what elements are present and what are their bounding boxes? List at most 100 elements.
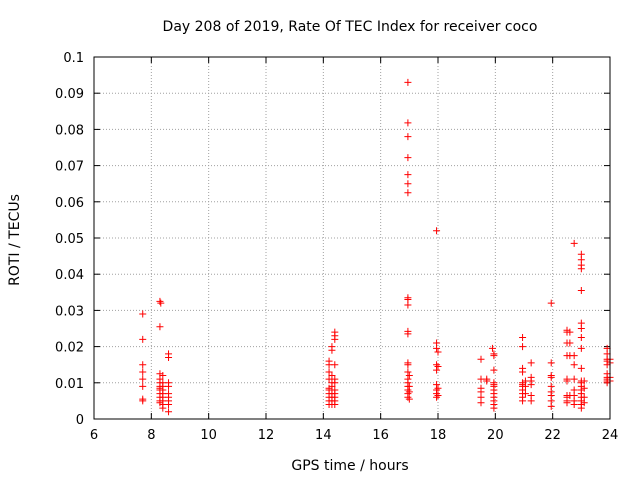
- data-point: [490, 366, 498, 374]
- data-point: [404, 154, 412, 162]
- data-point: [570, 361, 578, 369]
- data-point: [139, 397, 147, 405]
- data-point: [405, 395, 413, 403]
- data-point: [580, 377, 588, 385]
- data-point: [159, 372, 167, 380]
- data-point: [577, 286, 585, 294]
- y-tick-label: 0.05: [55, 232, 84, 247]
- data-point: [433, 393, 441, 401]
- data-point: [563, 377, 571, 385]
- x-axis-label: GPS time / hours: [291, 458, 408, 474]
- data-point: [404, 189, 412, 197]
- data-point: [139, 375, 147, 383]
- data-point: [433, 344, 441, 352]
- data-point: [570, 401, 578, 409]
- y-tick-labels: 0 0.01 0.02 0.03 0.04 0.05 0.06 0.07 0.08 0.09 0.1: [55, 51, 84, 428]
- y-tick-label: 0.08: [55, 123, 84, 138]
- data-point: [577, 364, 585, 372]
- data-point: [577, 334, 585, 342]
- data-point: [566, 328, 574, 336]
- data-point: [490, 404, 498, 412]
- data-point: [328, 372, 336, 380]
- data-point: [156, 399, 164, 407]
- plot-frame: [93, 56, 611, 420]
- data-point: [490, 352, 498, 360]
- data-point: [519, 397, 527, 405]
- data-point: [577, 344, 585, 352]
- data-point: [404, 361, 412, 369]
- data-point: [563, 399, 571, 407]
- y-tick-label: 0.06: [55, 196, 84, 211]
- data-point: [527, 397, 535, 405]
- y-tick-label: 0.1: [63, 51, 84, 66]
- data-point: [325, 368, 333, 376]
- data-point: [527, 381, 535, 389]
- data-point: [331, 361, 339, 369]
- data-point: [433, 366, 441, 374]
- data-point: [156, 323, 164, 331]
- y-tick-label: 0: [76, 413, 84, 428]
- data-point: [165, 408, 173, 416]
- data-point: [570, 239, 578, 247]
- x-tick-label: 20: [487, 428, 504, 443]
- y-tick-label: 0.09: [55, 87, 84, 102]
- x-tick-label: 12: [258, 428, 275, 443]
- data-point: [404, 133, 412, 141]
- data-point: [477, 399, 485, 407]
- data-point: [331, 379, 339, 387]
- y-axis-label: ROTI / TECUs: [7, 194, 23, 286]
- data-point: [434, 384, 442, 392]
- data-point: [434, 391, 442, 399]
- x-tick-label: 14: [315, 428, 332, 443]
- data-point: [566, 339, 574, 347]
- data-point: [404, 368, 412, 376]
- x-tick-label: 18: [430, 428, 447, 443]
- data-point: [405, 372, 413, 380]
- y-tick-label: 0.01: [55, 377, 84, 392]
- data-point: [434, 348, 442, 356]
- y-tick-label: 0.03: [55, 304, 84, 319]
- data-point: [547, 402, 555, 410]
- data-point: [156, 297, 164, 305]
- data-point: [404, 119, 412, 127]
- data-point: [521, 390, 529, 398]
- data-point: [404, 330, 412, 338]
- data-point: [165, 353, 173, 361]
- x-tick-label: 10: [200, 428, 217, 443]
- data-points: [139, 78, 614, 416]
- x-tick-label: 24: [602, 428, 619, 443]
- data-point: [570, 352, 578, 360]
- data-point: [580, 399, 588, 407]
- data-point: [139, 382, 147, 390]
- data-point: [139, 335, 147, 343]
- data-point: [483, 377, 491, 385]
- data-point: [519, 343, 527, 351]
- data-point: [547, 373, 555, 381]
- data-point: [328, 346, 336, 354]
- data-point: [331, 335, 339, 343]
- data-point: [159, 404, 167, 412]
- data-point: [331, 401, 339, 409]
- data-point: [603, 361, 611, 369]
- data-point: [157, 299, 165, 307]
- data-point: [139, 361, 147, 369]
- data-point: [139, 310, 147, 318]
- data-point: [405, 388, 413, 396]
- data-point: [547, 299, 555, 307]
- data-point: [547, 359, 555, 367]
- data-point: [404, 393, 412, 401]
- y-tick-label: 0.02: [55, 341, 84, 356]
- data-point: [488, 344, 496, 352]
- data-point: [603, 379, 611, 387]
- data-point: [404, 78, 412, 86]
- data-point: [519, 334, 527, 342]
- data-point: [570, 375, 578, 383]
- y-tick-label: 0.04: [55, 268, 84, 283]
- data-point: [404, 301, 412, 309]
- chart-title: Day 208 of 2019, Rate Of TEC Index for r…: [163, 19, 538, 35]
- y-tick-label: 0.07: [55, 160, 84, 175]
- data-point: [580, 384, 588, 392]
- x-tick-label: 16: [372, 428, 389, 443]
- data-point: [577, 265, 585, 273]
